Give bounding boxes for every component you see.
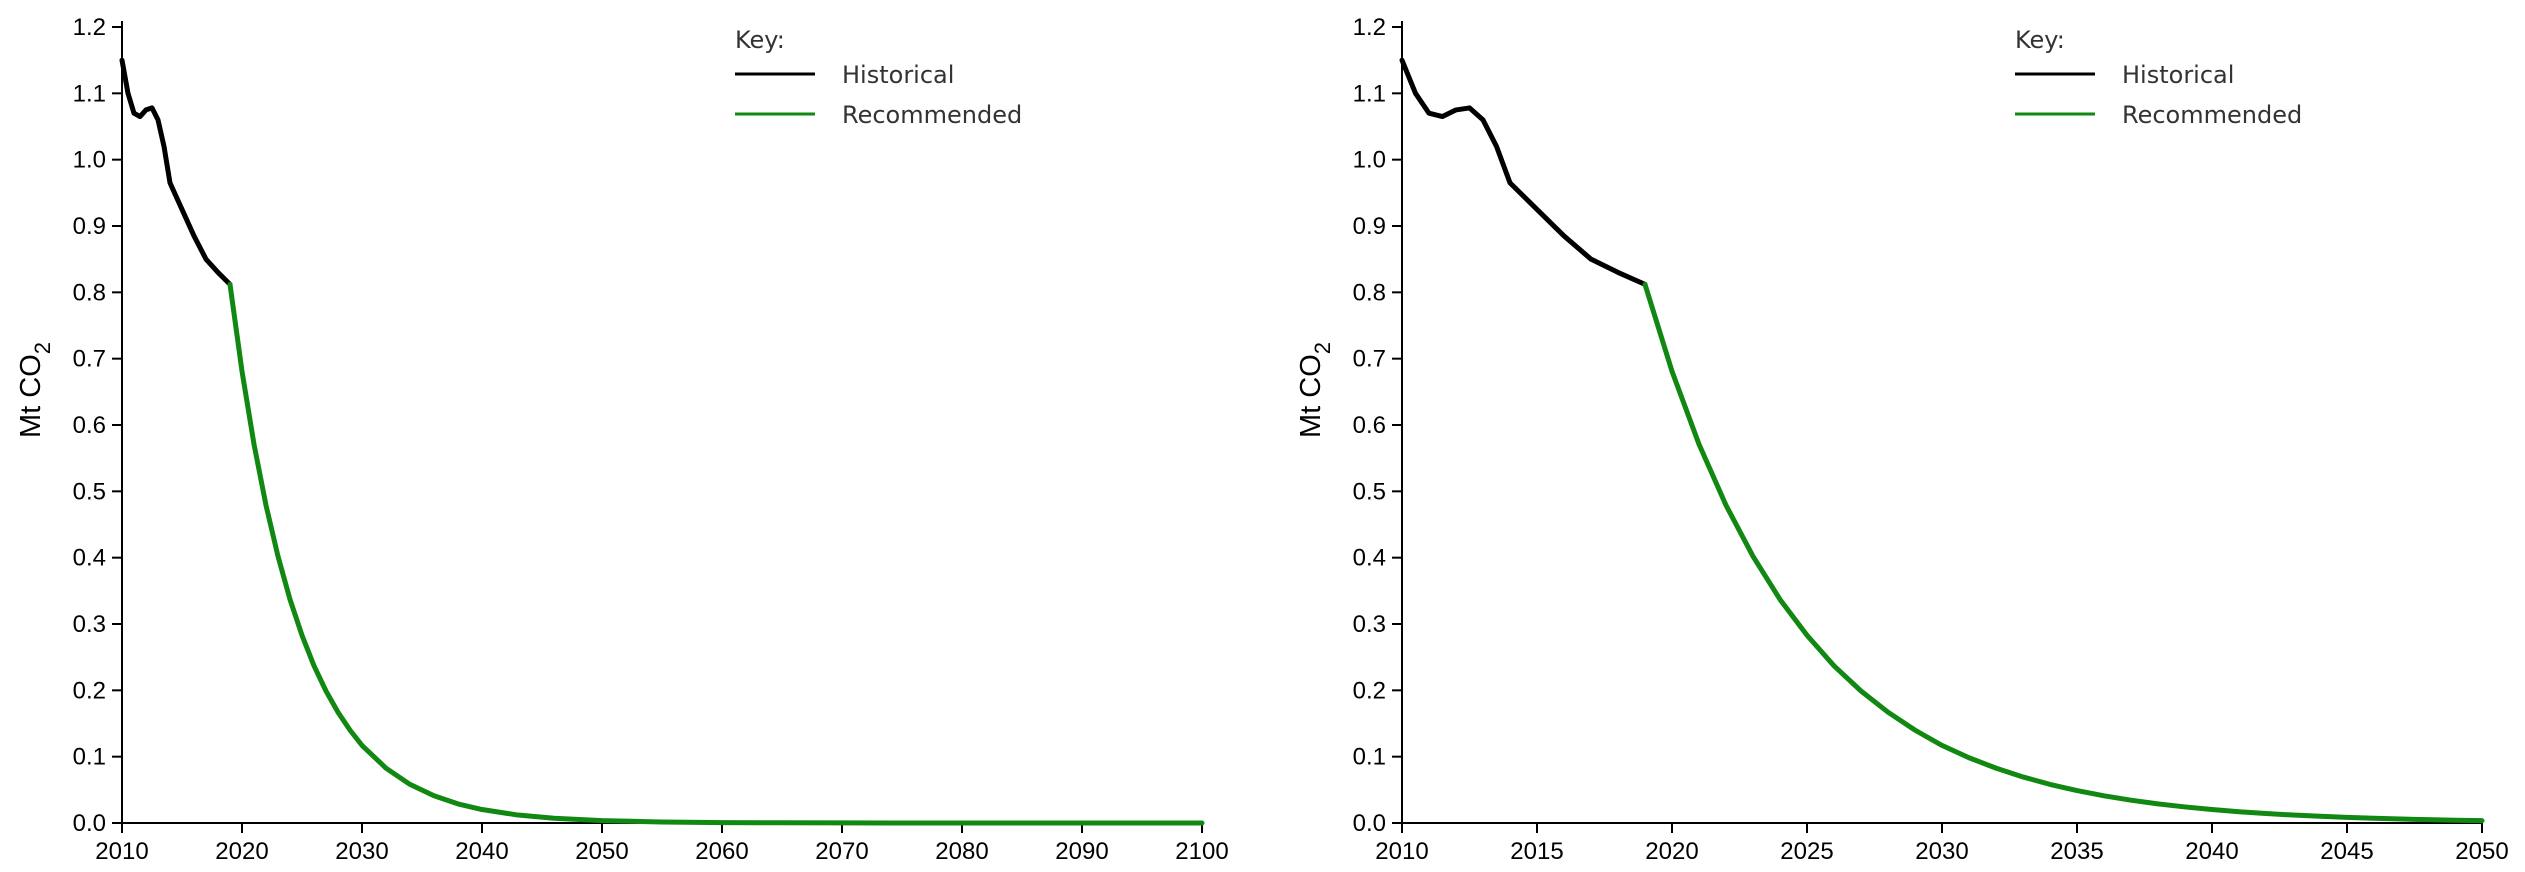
y-tick-label: 0.0: [73, 810, 106, 837]
series-line-recommended: [1642, 281, 2485, 824]
x-tick-label: 2070: [815, 838, 868, 865]
chart-2010-2100: 0.0 0.1 0.2 0.3 0.4 0.5 0.6 0.7 0.8 0.9 1.0 1.1 1.2 2…: [15, 14, 1229, 865]
x-tick-label: 2015: [1510, 838, 1563, 865]
x-tick-label: 2050: [575, 838, 628, 865]
x-tick-label: 2040: [455, 838, 508, 865]
legend: Key: Historical Recommended: [2015, 26, 2302, 129]
y-tick-label: 0.7: [1353, 346, 1386, 373]
y-tick-label: 1.1: [1353, 80, 1386, 107]
y-tick-label: 1.1: [73, 80, 106, 107]
x-tick-label: 2035: [2050, 838, 2103, 865]
series-line-historical: [119, 57, 233, 287]
x-tick-label: 2020: [215, 838, 268, 865]
x-tick-label: 2030: [335, 838, 388, 865]
legend-label-historical: Historical: [842, 61, 954, 89]
y-tick-label: 0.6: [1353, 412, 1386, 439]
series-line-recommended: [227, 281, 1205, 826]
y-tick-label: 0.7: [73, 346, 106, 373]
legend-title: Key:: [2015, 26, 2065, 54]
x-tick-label: 2040: [2185, 838, 2238, 865]
x-tick-label: 2010: [95, 838, 148, 865]
series-line-historical: [1399, 57, 1648, 287]
y-tick-label: 0.9: [1353, 213, 1386, 240]
x-tick-label: 2100: [1175, 838, 1228, 865]
y-tick-label: 0.2: [1353, 677, 1386, 704]
y-tick-label: 0.1: [73, 744, 106, 771]
y-axis-label: Mt CO2: [1295, 342, 1335, 438]
chart-2010-2050: 0.0 0.1 0.2 0.3 0.4 0.5 0.6 0.7 0.8 0.9 1.0 1.1 1.2 2…: [1295, 14, 2509, 865]
x-tick-label: 2025: [1780, 838, 1833, 865]
y-tick-label: 0.3: [73, 611, 106, 638]
y-tick-label: 1.0: [1353, 147, 1386, 174]
y-tick-label: 0.2: [73, 677, 106, 704]
y-axis-label-subscript: 2: [30, 342, 55, 354]
y-tick-label: 0.8: [1353, 279, 1386, 306]
y-tick-label: 1.0: [73, 147, 106, 174]
x-tick-label: 2060: [695, 838, 748, 865]
y-tick-label: 0.5: [73, 478, 106, 505]
legend-title: Key:: [735, 26, 785, 54]
x-tick-label: 2020: [1645, 838, 1698, 865]
y-tick-label: 0.9: [73, 213, 106, 240]
x-tick-label: 2090: [1055, 838, 1108, 865]
legend-label-recommended: Recommended: [2122, 101, 2302, 129]
y-axis-label-subscript: 2: [1310, 342, 1335, 354]
legend-label-historical: Historical: [2122, 61, 2234, 89]
y-tick-label: 0.4: [1353, 545, 1386, 572]
y-tick-label: 1.2: [1353, 14, 1386, 41]
x-tick-label: 2030: [1915, 838, 1968, 865]
y-axis-label-text: Mt CO: [1295, 354, 1327, 438]
y-axis-label-text: Mt CO: [15, 354, 47, 438]
y-tick-label: 0.3: [1353, 611, 1386, 638]
y-tick-label: 0.4: [73, 545, 106, 572]
x-tick-label: 2010: [1375, 838, 1428, 865]
y-tick-label: 0.5: [1353, 478, 1386, 505]
y-tick-label: 1.2: [73, 14, 106, 41]
x-tick-label: 2080: [935, 838, 988, 865]
y-tick-label: 0.0: [1353, 810, 1386, 837]
y-tick-label: 0.1: [1353, 744, 1386, 771]
y-axis-label: Mt CO2: [15, 342, 55, 438]
x-tick-label: 2050: [2455, 838, 2508, 865]
y-tick-label: 0.6: [73, 412, 106, 439]
legend-label-recommended: Recommended: [842, 101, 1022, 129]
y-tick-label: 0.8: [73, 279, 106, 306]
x-tick-label: 2045: [2320, 838, 2373, 865]
legend: Key: Historical Recommended: [735, 26, 1022, 129]
